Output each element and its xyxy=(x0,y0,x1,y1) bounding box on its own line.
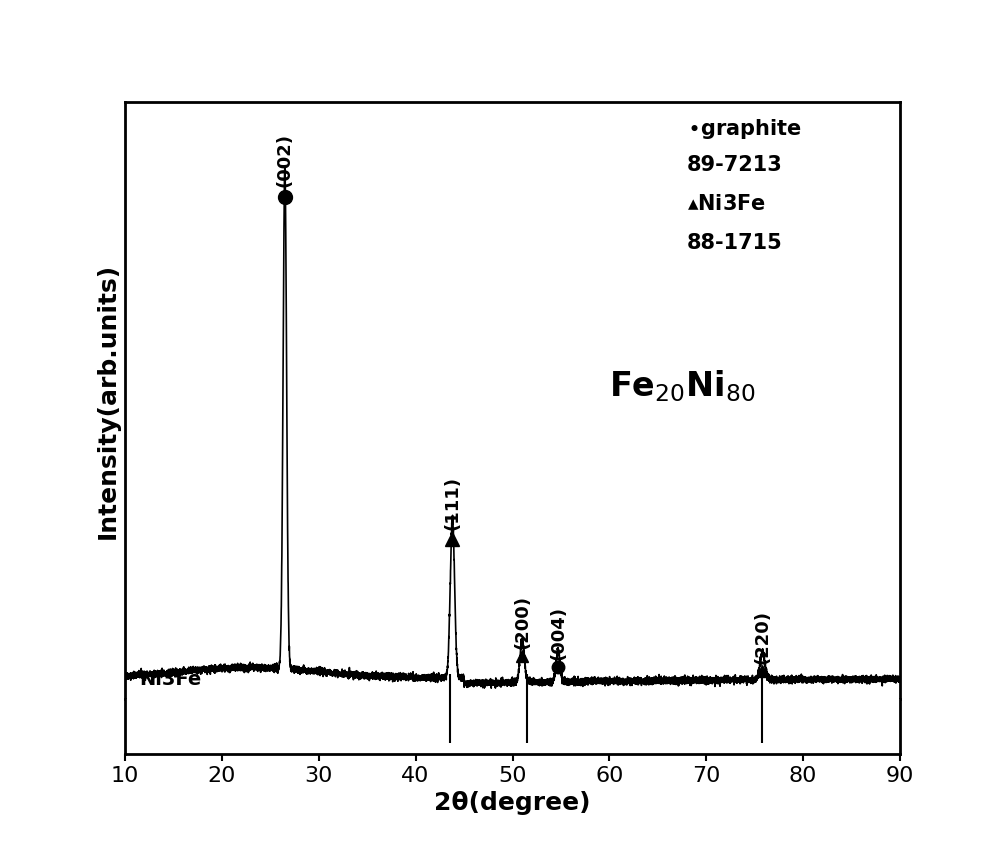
Text: $\bullet$graphite: $\bullet$graphite xyxy=(687,117,801,141)
Text: 89-7213: 89-7213 xyxy=(687,156,783,175)
Text: $\blacktriangle$Ni3Fe: $\blacktriangle$Ni3Fe xyxy=(687,194,766,214)
Text: Ni3Fe: Ni3Fe xyxy=(140,670,202,689)
Text: (200): (200) xyxy=(513,595,531,649)
Y-axis label: Intensity(arb.units): Intensity(arb.units) xyxy=(95,263,119,539)
Text: (004): (004) xyxy=(549,606,567,660)
X-axis label: 2θ(degree): 2θ(degree) xyxy=(434,791,591,815)
Text: (111): (111) xyxy=(443,476,461,530)
Text: 88-1715: 88-1715 xyxy=(687,233,783,253)
Text: Fe$_{20}$Ni$_{80}$: Fe$_{20}$Ni$_{80}$ xyxy=(609,368,756,404)
Text: (002): (002) xyxy=(276,133,294,187)
Text: (220): (220) xyxy=(753,610,771,664)
